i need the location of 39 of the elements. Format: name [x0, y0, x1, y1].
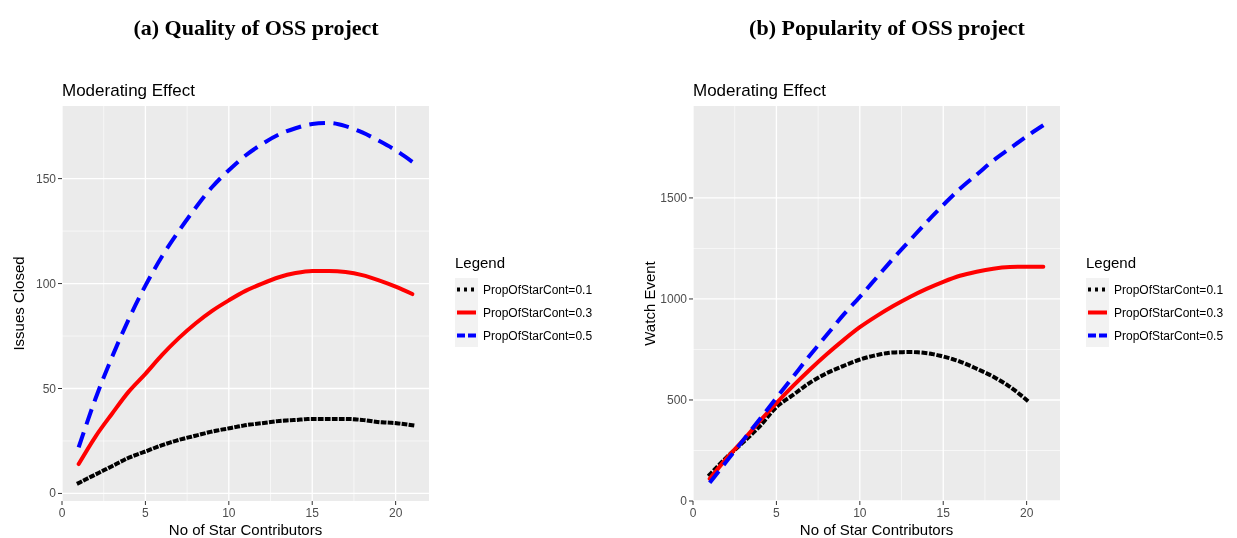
x-tick-label: 0 — [58, 506, 66, 520]
y-tick-label: 50 — [42, 381, 57, 396]
chart-title: (b) Popularity of OSS project — [749, 15, 1026, 40]
y-tick-label: 500 — [666, 392, 688, 407]
line-series — [76, 416, 415, 485]
x-tick-label: 10 — [853, 506, 867, 520]
legend-label: PropOfStarCont=0.1 — [483, 283, 593, 297]
y-tick-label: 0 — [680, 494, 688, 508]
x-axis-title: No of Star Contributors — [799, 521, 954, 538]
x-tick-label: 5 — [142, 506, 150, 520]
legend-label: PropOfStarCont=0.5 — [1114, 329, 1224, 343]
y-tick-label: 1000 — [660, 291, 688, 306]
x-tick-label: 10 — [222, 506, 236, 520]
line-series — [76, 268, 415, 467]
legend-title: Legend — [1086, 254, 1137, 271]
x-axis-title: No of Star Contributors — [168, 521, 323, 538]
legend-label: PropOfStarCont=0.1 — [1114, 283, 1224, 297]
x-tick-label: 15 — [936, 506, 951, 520]
y-axis-title: Issues Closed — [10, 256, 27, 351]
x-tick-label: 5 — [773, 506, 781, 520]
legend-label: PropOfStarCont=0.5 — [483, 329, 593, 343]
line-series — [76, 121, 415, 450]
y-axis-title: Watch Event — [641, 260, 658, 346]
x-tick-label: 15 — [305, 506, 320, 520]
chart-title: (a) Quality of OSS project — [133, 15, 380, 40]
y-tick-label: 1500 — [660, 190, 688, 205]
y-tick-label: 0 — [49, 486, 57, 501]
chart-subtitle: Moderating Effect — [62, 81, 196, 100]
chart-subtitle: Moderating Effect — [693, 81, 827, 100]
legend-label: PropOfStarCont=0.3 — [483, 306, 593, 320]
legend-label: PropOfStarCont=0.3 — [1114, 306, 1224, 320]
x-tick-label: 20 — [388, 506, 403, 520]
x-tick-label: 20 — [1019, 506, 1034, 520]
line-series — [707, 350, 1029, 477]
legend-title: Legend — [455, 254, 506, 271]
x-tick-label: 0 — [689, 506, 697, 520]
line-series — [707, 123, 1046, 485]
y-tick-label: 100 — [35, 276, 57, 291]
y-tick-label: 150 — [35, 171, 57, 186]
